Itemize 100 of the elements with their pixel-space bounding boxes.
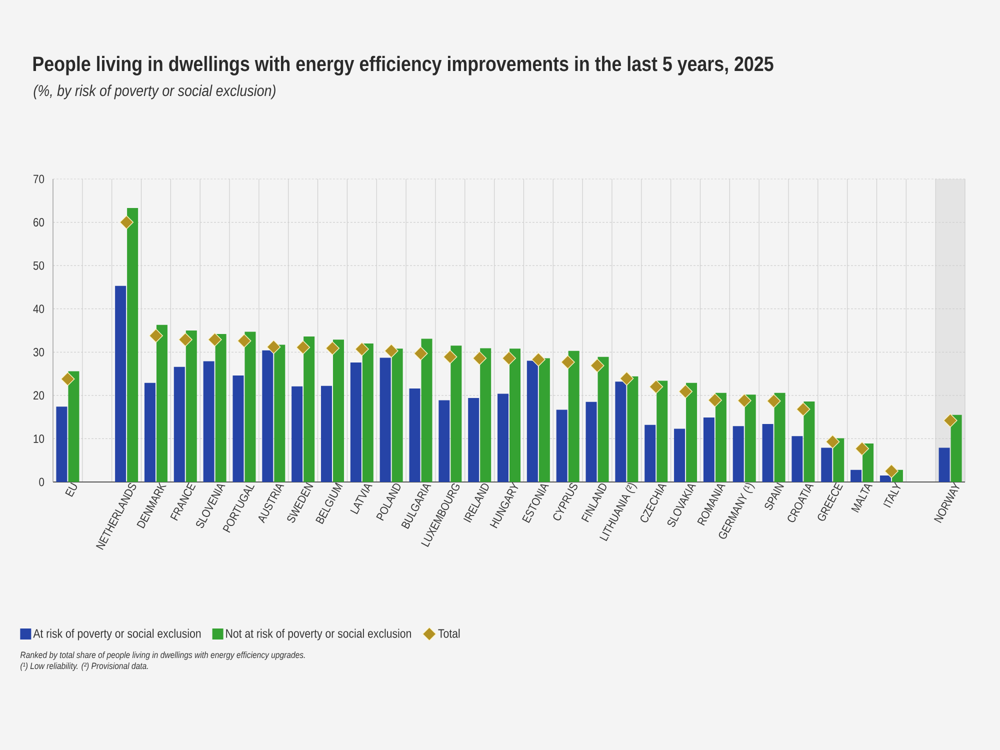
- bar: [938, 448, 950, 482]
- bar: [644, 424, 656, 482]
- point: [384, 344, 398, 358]
- bar: [804, 401, 815, 482]
- bar: [703, 418, 714, 482]
- bar: [232, 376, 244, 482]
- bar: [468, 398, 480, 482]
- point: [855, 442, 870, 456]
- bar: [792, 436, 803, 482]
- point: [120, 215, 134, 230]
- bar: [421, 338, 432, 482]
- bar: [850, 470, 862, 482]
- bar: [538, 358, 550, 482]
- point: [325, 341, 340, 356]
- point: [531, 352, 546, 366]
- point: [208, 332, 222, 347]
- bar: [480, 348, 492, 482]
- point: [943, 414, 958, 428]
- y-tick-label: 60: [34, 218, 44, 227]
- bar: [262, 350, 274, 482]
- bar: [762, 424, 774, 482]
- bar: [774, 392, 786, 482]
- x-tick-label: ITALY: [883, 482, 901, 508]
- x-tick-label: EU: [65, 482, 77, 497]
- bar: [686, 382, 698, 482]
- bar: [950, 414, 962, 482]
- point: [766, 394, 781, 408]
- point: [148, 328, 163, 343]
- bar: [144, 382, 156, 482]
- bar: [744, 394, 756, 482]
- bar: [615, 382, 626, 482]
- bar: [732, 426, 744, 482]
- point: [737, 394, 752, 408]
- point: [620, 372, 634, 386]
- bar: [556, 410, 568, 482]
- chart-subtitle: (%, by risk of poverty or social exclusion): [34, 84, 276, 100]
- point: [266, 340, 281, 354]
- y-tick-label: 10: [34, 434, 44, 443]
- point: [560, 355, 575, 370]
- bar: [568, 350, 580, 482]
- bar: [215, 334, 226, 482]
- text: (¹) Low reliability. (²) Provisional data.: [20, 662, 148, 671]
- bar: [498, 394, 509, 482]
- point: [178, 332, 192, 347]
- legend-label: Total: [438, 628, 460, 638]
- bar: [392, 348, 403, 482]
- bar: [380, 358, 391, 482]
- y-tick-label: 50: [33, 261, 44, 270]
- bar: [598, 356, 609, 482]
- bar: [526, 360, 538, 482]
- bar: [186, 330, 197, 482]
- y-tick-label: 70: [34, 174, 44, 184]
- point: [472, 351, 487, 366]
- point: [60, 372, 75, 386]
- bar: [350, 362, 362, 482]
- y-tick-label: 40: [33, 304, 44, 314]
- legend-label: At risk of poverty or social exclusion: [33, 628, 201, 640]
- bar: [833, 438, 844, 482]
- bar: [320, 386, 332, 482]
- bar: [362, 343, 374, 482]
- point: [443, 350, 458, 364]
- point: [354, 342, 369, 356]
- y-tick-label: 0: [39, 478, 44, 486]
- bar: [56, 406, 68, 482]
- point: [296, 340, 310, 354]
- bar: [304, 336, 315, 482]
- bar: [656, 380, 668, 482]
- bar: [627, 376, 638, 482]
- point: [649, 380, 664, 394]
- text: Ranked by total share of people living in dwellings with energy efficiency upgrades.: [20, 651, 305, 660]
- point: [590, 358, 604, 373]
- bar: [450, 346, 462, 482]
- chart-title: People living in dwellings with energy efficiency improvements in the last 5 years, 2025: [33, 56, 774, 76]
- bar: [115, 286, 126, 482]
- bar: [821, 448, 832, 482]
- point: [414, 346, 428, 360]
- bar: [332, 340, 344, 482]
- bar: [203, 361, 214, 482]
- bar: [156, 324, 168, 482]
- y-tick-label: 20: [34, 391, 44, 400]
- bar: [715, 392, 726, 482]
- bar: [880, 476, 891, 482]
- point: [678, 384, 693, 399]
- bar: [586, 402, 597, 482]
- y-tick-label: 30: [33, 348, 44, 356]
- bar: [438, 400, 450, 482]
- bar: [174, 366, 185, 482]
- point: [708, 393, 722, 408]
- bar: [244, 332, 256, 482]
- legend-label: Not at risk of poverty or social exclusion: [226, 628, 411, 640]
- x-tick-label: SPAIN: [764, 482, 784, 510]
- bar: [409, 388, 420, 482]
- bar: [68, 371, 80, 482]
- point: [237, 334, 252, 348]
- bar: [510, 348, 521, 482]
- point: [884, 464, 898, 478]
- bar: [274, 344, 286, 482]
- bar: [127, 208, 138, 482]
- point: [796, 402, 810, 416]
- bar: [292, 386, 303, 482]
